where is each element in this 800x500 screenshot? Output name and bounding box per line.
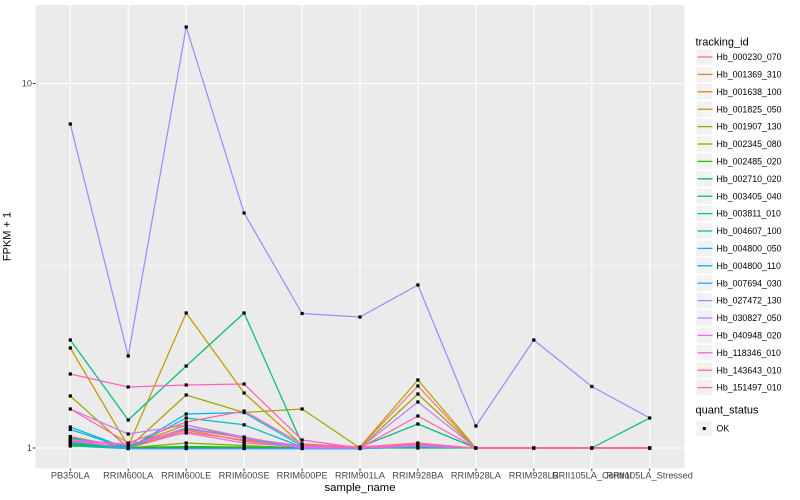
svg-text:RRIM600PE: RRIM600PE [277, 470, 328, 480]
svg-text:Hb_040948_020: Hb_040948_020 [717, 331, 782, 341]
svg-text:Hb_003405_040: Hb_003405_040 [717, 191, 782, 201]
svg-text:1: 1 [27, 443, 32, 453]
svg-text:Hb_027472_130: Hb_027472_130 [717, 296, 782, 306]
svg-text:RRII105LA_Control: RRII105LA_Control [552, 470, 632, 480]
svg-text:RRIM600LA: RRIM600LA [103, 470, 154, 480]
svg-text:RRIM901LA: RRIM901LA [335, 470, 386, 480]
svg-text:10: 10 [22, 78, 32, 88]
svg-text:Hb_002345_080: Hb_002345_080 [717, 139, 782, 149]
svg-text:Hb_007694_030: Hb_007694_030 [717, 278, 782, 288]
svg-text:Hb_001907_130: Hb_001907_130 [717, 122, 782, 132]
svg-text:RRIM928LA: RRIM928LA [451, 470, 502, 480]
svg-text:Hb_118346_010: Hb_118346_010 [717, 348, 782, 358]
svg-text:Hb_002710_020: Hb_002710_020 [717, 174, 782, 184]
svg-text:quant_status: quant_status [696, 405, 759, 417]
svg-text:Hb_143643_010: Hb_143643_010 [717, 365, 782, 375]
svg-text:Hb_030827_050: Hb_030827_050 [717, 313, 782, 323]
svg-text:OK: OK [717, 424, 730, 434]
svg-text:RRIM600SE: RRIM600SE [219, 470, 270, 480]
svg-text:tracking_id: tracking_id [696, 37, 749, 49]
svg-text:Hb_001825_050: Hb_001825_050 [717, 104, 782, 114]
svg-text:Hb_004607_100: Hb_004607_100 [717, 226, 782, 236]
svg-text:Hb_004800_110: Hb_004800_110 [717, 261, 782, 271]
svg-text:Hb_004800_050: Hb_004800_050 [717, 244, 782, 254]
svg-text:Hb_003811_010: Hb_003811_010 [717, 209, 782, 219]
svg-text:Hb_001369_310: Hb_001369_310 [717, 70, 782, 80]
svg-text:FPKM + 1: FPKM + 1 [2, 212, 14, 261]
svg-text:RRIM600LE: RRIM600LE [161, 470, 211, 480]
svg-text:Hb_000230_070: Hb_000230_070 [717, 52, 782, 62]
svg-text:RRIM928BA: RRIM928BA [392, 470, 444, 480]
svg-text:Hb_001638_100: Hb_001638_100 [717, 87, 782, 97]
svg-text:sample_name: sample_name [325, 482, 396, 494]
svg-text:PB350LA: PB350LA [51, 470, 91, 480]
svg-text:RRII105LA_Stressed: RRII105LA_Stressed [607, 470, 693, 480]
svg-text:RRIM928LB: RRIM928LB [509, 470, 559, 480]
svg-text:Hb_002485_020: Hb_002485_020 [717, 157, 782, 167]
svg-text:Hb_151497_010: Hb_151497_010 [717, 383, 782, 393]
